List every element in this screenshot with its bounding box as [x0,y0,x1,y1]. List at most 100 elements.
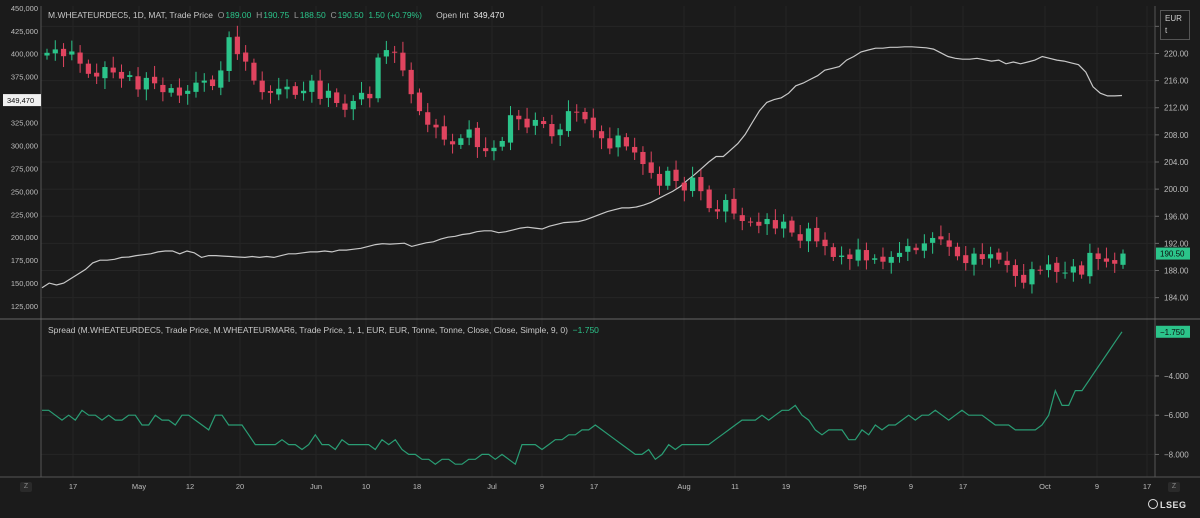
candle-body [665,170,671,186]
candle-body [507,115,514,143]
price-tick-label: 192.00 [1164,239,1189,248]
candle-body [416,92,423,112]
oi-last-tag [3,94,41,107]
candle-body [60,48,67,57]
oi-tick-label: 275,000 [11,164,38,173]
candle-body [615,135,621,148]
currency-unit-box[interactable]: EUR t [1160,10,1190,40]
time-tick-label: 17 [590,482,598,491]
candle-body [838,255,845,257]
zoom-left-button[interactable]: Z [20,482,32,492]
candle-body [764,218,770,225]
candle-body [690,177,696,192]
candle-body [905,246,911,252]
candle-body [185,90,191,94]
legend-oi-label: Open Int [436,10,469,20]
candle-body [259,80,265,93]
legend-close-label: C [330,10,337,20]
candle-body [963,255,969,264]
candle-body [483,148,489,152]
candle-body [921,243,927,251]
candle-body [565,111,572,132]
candle-body [623,137,629,147]
candle-body [292,86,298,95]
candle-body [913,247,919,251]
spread-legend-value: −1.750 [572,325,599,335]
candle-body [1054,262,1060,272]
price-tick-label: 184.00 [1164,294,1189,303]
candle-body [656,173,663,186]
time-tick-label: 17 [959,482,967,491]
last-price-tag [1156,247,1190,260]
candle-body [1029,269,1035,285]
candle-body [930,237,936,243]
candle-body [996,252,1002,260]
candle-body [632,146,638,153]
candle-body [1004,260,1010,266]
time-tick-label: May [132,482,146,491]
candle-body [598,131,605,139]
candle-body [69,51,75,55]
candle-body [673,169,679,181]
price-tick-label: 220.00 [1164,49,1189,58]
time-tick-label: 19 [782,482,790,491]
open-interest-line [41,46,1123,289]
price-tick-label: 200.00 [1164,185,1189,194]
spread-legend-text: Spread (M.WHEATEURDEC5, Trade Price, M.W… [48,325,568,335]
time-tick-label: Aug [677,482,690,491]
oi-tick-label: 425,000 [11,27,38,36]
oi-tick-label: 325,000 [11,119,38,128]
candle-body [392,51,398,53]
candle-body [590,117,596,131]
spread-tick-label: −6.000 [1164,411,1189,420]
candle-body [77,52,83,64]
price-tick-label: 212.00 [1164,104,1189,113]
candle-body [284,86,290,90]
candle-body [309,80,315,92]
candle-body [267,91,274,93]
candle-body [218,70,224,88]
candle-body [325,90,332,98]
candle-body [474,127,480,148]
candle-body [1062,272,1068,274]
last-price-label: 190.50 [1160,250,1185,259]
zoom-right-button[interactable]: Z [1168,482,1180,492]
candle-body [94,72,100,77]
candle-body [102,67,108,79]
candle-body [499,140,505,147]
candle-body [350,100,356,110]
candle-body [1021,274,1027,283]
candle-body [193,82,199,92]
candle-body [1095,253,1101,259]
time-tick-label: 18 [413,482,421,491]
candle-body [698,177,704,192]
candle-body [276,88,282,95]
candle-body [1045,264,1052,270]
candle-body [135,76,141,90]
oi-tick-label: 225,000 [11,210,38,219]
candle-body [756,221,762,226]
candle-body [160,84,166,93]
candle-body [549,124,555,137]
candle-body [541,121,547,125]
main-legend: M.WHEATEURDEC5, 1D, MAT, Trade Price O18… [48,10,504,20]
candle-body [1012,265,1018,276]
candle-body [896,252,903,257]
candle-body [408,69,414,95]
candle-body [143,77,149,90]
legend-symbol: M.WHEATEURDEC5, 1D, MAT, Trade Price [48,10,213,20]
candle-body [168,88,174,93]
candle-body [706,189,712,209]
time-tick-label: 20 [236,482,244,491]
oi-tick-label: 450,000 [11,4,38,13]
candle-body [400,52,406,71]
price-tick-label: 204.00 [1164,158,1189,167]
candle-body [425,112,431,125]
candle-body [739,215,745,222]
time-tick-label: 9 [540,482,544,491]
legend-oi-value: 349,470 [473,10,505,20]
price-tick-label: 196.00 [1164,212,1189,221]
lseg-logo-text: LSEG [1160,500,1187,510]
candle-body [797,234,803,241]
